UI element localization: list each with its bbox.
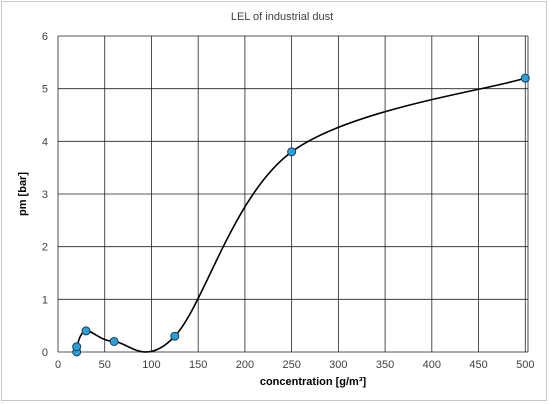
y-tick-label: 4 (42, 136, 48, 148)
y-axis-label: pm [bar] (17, 172, 29, 216)
data-point (520, 73, 530, 83)
chart-title: LEL of industrial dust (231, 11, 333, 23)
x-tick-label: 50 (99, 359, 111, 371)
y-tick-label: 6 (42, 31, 48, 43)
y-tick-label: 3 (42, 189, 48, 201)
data-point (109, 336, 119, 346)
grid (57, 35, 529, 353)
x-tick-label: 250 (282, 359, 300, 371)
data-point (170, 331, 180, 341)
data-curve (75, 77, 526, 353)
x-tick-label: 0 (55, 359, 61, 371)
x-tick-label: 450 (469, 359, 487, 371)
x-tick-label: 100 (142, 359, 160, 371)
x-tick-label: 300 (329, 359, 347, 371)
x-axis-label: concentration [g/m³] (260, 376, 367, 388)
y-tick-label: 1 (42, 294, 48, 306)
x-tick-label: 350 (376, 359, 394, 371)
x-tick-label: 500 (516, 359, 534, 371)
data-markers (72, 73, 530, 357)
tick-labels: 0501001502002503003504004505005500123456 (42, 31, 535, 371)
data-point (287, 147, 297, 157)
y-tick-label: 2 (42, 242, 48, 254)
data-point (72, 342, 82, 352)
x-tick-label: 200 (236, 359, 254, 371)
data-point (81, 326, 91, 336)
y-tick-label: 0 (42, 347, 48, 359)
x-tick-label: 150 (189, 359, 207, 371)
x-tick-label: 400 (423, 359, 441, 371)
y-tick-label: 5 (42, 84, 48, 96)
